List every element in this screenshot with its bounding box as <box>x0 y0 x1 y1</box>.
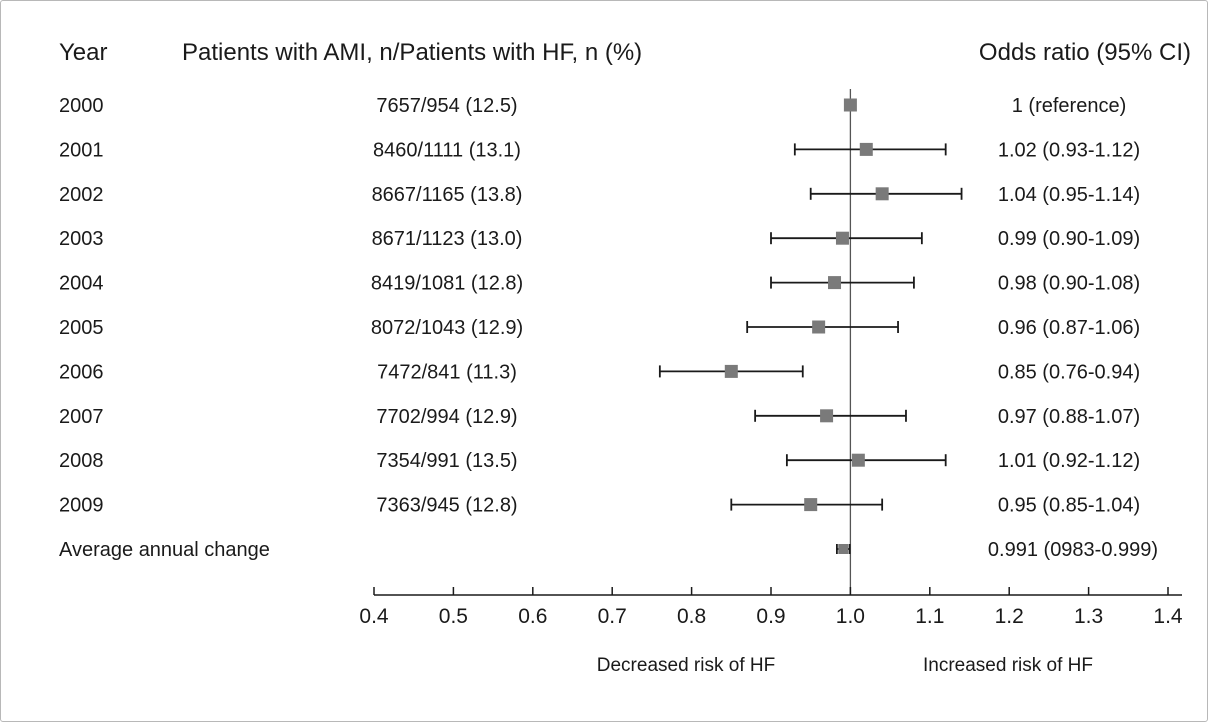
row-year-label: 2002 <box>59 184 104 206</box>
row-odds-ratio-label: 1.04 (0.95-1.14) <box>998 184 1140 206</box>
row-odds-ratio-label: 0.98 (0.90-1.08) <box>998 273 1140 295</box>
row-counts-label: 8419/1081 (12.8) <box>371 273 523 295</box>
x-tick-label: 1.4 <box>1153 605 1183 628</box>
row-odds-ratio-label: 0.99 (0.90-1.09) <box>998 228 1140 250</box>
column-header-year: Year <box>59 39 108 66</box>
point-estimate-marker <box>875 187 889 201</box>
x-tick-label: 1.0 <box>836 605 865 628</box>
x-tick-label: 0.4 <box>359 605 389 628</box>
point-estimate-marker <box>835 231 849 245</box>
row-counts-label: 7702/994 (12.9) <box>376 406 517 428</box>
direction-label-increased: Increased risk of HF <box>923 655 1093 676</box>
point-estimate-marker <box>724 364 738 378</box>
row-counts-label: 8072/1043 (12.9) <box>371 317 523 339</box>
row-odds-ratio-label: 1.02 (0.93-1.12) <box>998 139 1140 161</box>
row-counts-label: 7472/841 (11.3) <box>377 361 517 383</box>
point-estimate-marker <box>851 453 865 467</box>
row-counts-label: 7657/954 (12.5) <box>376 95 517 117</box>
row-odds-ratio-label: 0.97 (0.88-1.07) <box>998 406 1140 428</box>
row-year-label: 2005 <box>59 317 104 339</box>
row-odds-ratio-label: 0.991 (0983-0.999) <box>988 539 1158 561</box>
row-year-label: 2009 <box>59 495 104 517</box>
point-estimate-marker <box>843 98 857 112</box>
x-tick-label: 0.5 <box>439 605 468 628</box>
x-tick-label: 0.8 <box>677 605 706 628</box>
row-counts-label: 7354/991 (13.5) <box>376 450 517 472</box>
point-estimate-marker <box>812 320 826 334</box>
column-header-odds-ratio: Odds ratio (95% CI) <box>979 39 1191 66</box>
row-counts-label: 7363/945 (12.8) <box>376 495 517 517</box>
row-odds-ratio-label: 0.96 (0.87-1.06) <box>998 317 1140 339</box>
row-counts-label: 8667/1165 (13.8) <box>372 184 523 206</box>
x-tick-label: 1.1 <box>915 605 944 628</box>
row-year-label: 2006 <box>59 361 104 383</box>
x-tick-label: 1.3 <box>1074 605 1103 628</box>
x-axis: 0.4 0.5 0.6 0.7 0.8 0.9 1.0 1.1 1.2 1.3 1.4 <box>359 587 1183 628</box>
row-year-label: 2000 <box>59 95 104 117</box>
row-year-label: 2004 <box>59 273 104 295</box>
row-odds-ratio-label: 1 (reference) <box>1012 95 1127 117</box>
summary-marker <box>838 544 849 554</box>
row-odds-ratio-label: 1.01 (0.92-1.12) <box>998 450 1140 472</box>
point-estimate-marker <box>820 409 834 423</box>
row-year-label: 2008 <box>59 450 104 472</box>
point-estimate-marker <box>828 276 842 290</box>
x-tick-label: 0.9 <box>756 605 785 628</box>
summary-label: Average annual change <box>59 539 270 561</box>
row-year-label: 2003 <box>59 228 104 250</box>
forest-rows: 2000 7657/954 (12.5) 1 (reference) 2001 8460… <box>59 89 1158 595</box>
row-year-label: 2007 <box>59 406 104 428</box>
point-estimate-marker <box>804 498 818 512</box>
x-tick-label: 1.2 <box>995 605 1024 628</box>
point-estimate-marker <box>859 142 873 156</box>
x-tick-label: 0.7 <box>598 605 627 628</box>
column-header-counts: Patients with AMI, n/Patients with HF, n… <box>182 39 642 66</box>
row-counts-label: 8460/1111 (13.1) <box>373 139 521 161</box>
row-counts-label: 8671/1123 (13.0) <box>372 228 523 250</box>
row-year-label: 2001 <box>59 139 104 161</box>
row-odds-ratio-label: 0.85 (0.76-0.94) <box>998 361 1140 383</box>
direction-label-decreased: Decreased risk of HF <box>597 655 775 676</box>
x-tick-label: 0.6 <box>518 605 547 628</box>
row-odds-ratio-label: 0.95 (0.85-1.04) <box>998 495 1140 517</box>
